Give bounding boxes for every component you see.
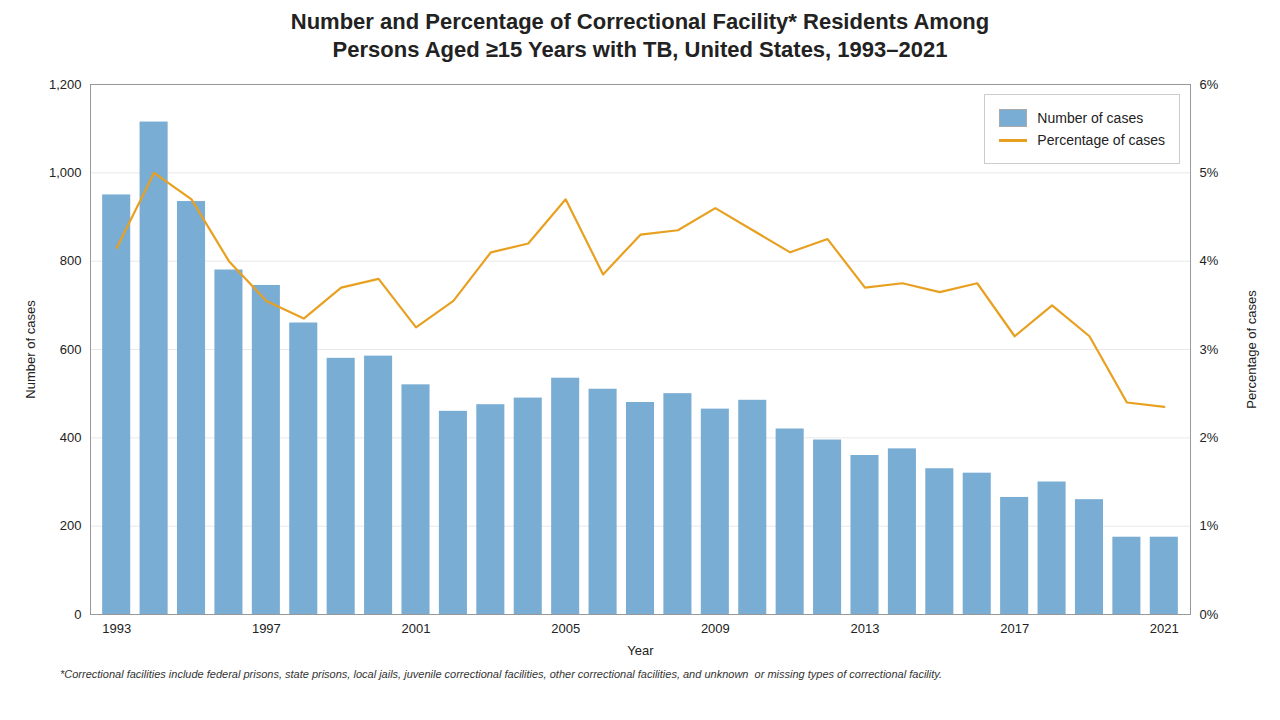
svg-text:2017: 2017 [1000,621,1029,636]
svg-text:400: 400 [60,430,82,445]
html-text:*Correctional facilities inclu: *Correctional facilities include federal… [60,668,942,680]
svg-text:1997: 1997 [252,621,281,636]
svg-text:Number of cases: Number of cases [23,300,38,399]
svg-text:200: 200 [60,518,82,533]
html-text:Percentage of cases: Percentage of cases [1037,132,1165,148]
html-text:Number and Percentage of Corre: Number and Percentage of Correctional Fa… [290,9,990,34]
svg-text:5%: 5% [1200,165,1219,180]
svg-text:2001: 2001 [402,621,431,636]
svg-text:Year: Year [627,643,654,658]
svg-text:1,000: 1,000 [49,165,82,180]
svg-text:1993: 1993 [102,621,131,636]
svg-text:Percentage of cases: Percentage of cases [1244,290,1259,409]
svg-text:6%: 6% [1200,77,1219,92]
svg-text:0: 0 [74,607,81,622]
svg-text:2021: 2021 [1150,621,1179,636]
svg-text:600: 600 [60,342,82,357]
svg-text:1%: 1% [1200,518,1219,533]
svg-text:2013: 2013 [851,621,880,636]
svg-text:1,200: 1,200 [49,77,82,92]
svg-text:2005: 2005 [551,621,580,636]
svg-text:2%: 2% [1200,430,1219,445]
svg-text:3%: 3% [1200,342,1219,357]
svg-text:4%: 4% [1200,253,1219,268]
svg-text:2009: 2009 [701,621,730,636]
html-text:Number of cases: Number of cases [1037,110,1144,126]
html-text:Persons Aged ≥15 Years with TB: Persons Aged ≥15 Years with TB, United S… [332,37,948,62]
svg-text:0%: 0% [1200,607,1219,622]
svg-text:800: 800 [60,253,82,268]
